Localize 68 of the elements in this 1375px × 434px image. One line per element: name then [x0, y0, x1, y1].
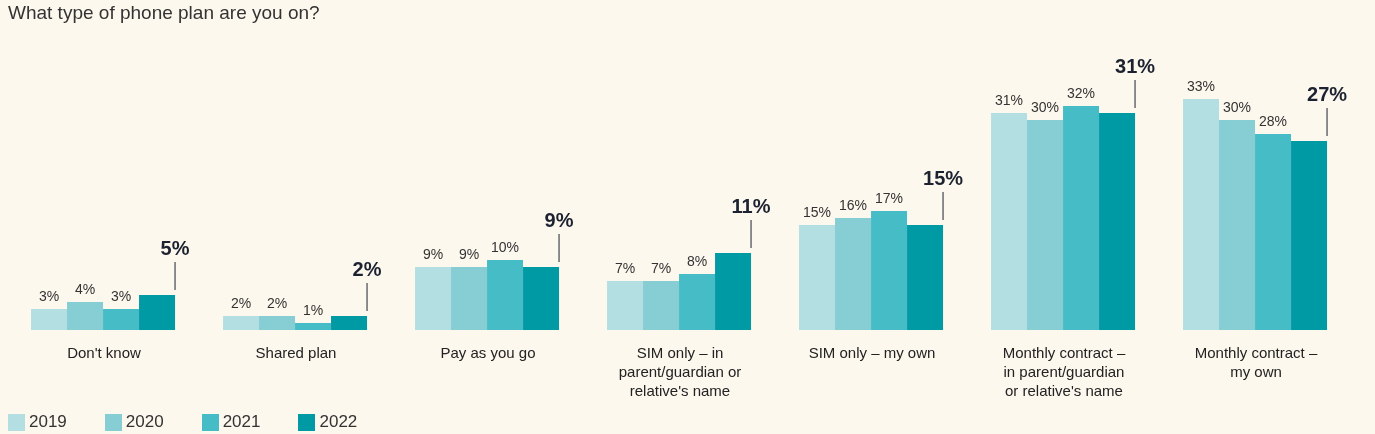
data-label: 31%	[1115, 55, 1156, 77]
bar	[295, 323, 332, 330]
data-label: 3%	[38, 288, 60, 304]
legend-label: 2019	[29, 412, 67, 431]
data-label: 3%	[110, 288, 132, 304]
bar	[451, 267, 488, 330]
bar	[523, 267, 560, 330]
x-tick-label: Shared plan	[255, 344, 337, 361]
bar	[1027, 120, 1064, 330]
data-label: 33%	[1187, 78, 1216, 94]
data-label: 30%	[1031, 99, 1060, 115]
legend-label: 2020	[125, 412, 164, 431]
data-label: 31%	[995, 92, 1024, 108]
chart-title: What type of phone plan are you on?	[7, 1, 321, 25]
bar	[415, 267, 452, 330]
legend-label: 2022	[319, 412, 358, 431]
bar	[991, 113, 1028, 330]
bar	[607, 281, 644, 330]
bar	[1255, 134, 1292, 330]
data-label: 27%	[1307, 83, 1348, 105]
bar	[223, 316, 260, 330]
data-label: 16%	[839, 197, 868, 213]
data-label: 11%	[731, 195, 771, 217]
bar	[871, 211, 908, 330]
bar	[715, 253, 752, 330]
data-label: 7%	[614, 260, 636, 276]
data-label: 5%	[160, 237, 190, 259]
data-label: 15%	[803, 204, 832, 220]
bar	[1099, 113, 1136, 330]
data-label: 2%	[266, 295, 288, 311]
data-label: 30%	[1223, 99, 1252, 115]
data-label: 7%	[650, 260, 672, 276]
data-label: 2%	[352, 258, 382, 280]
bar	[103, 309, 140, 330]
data-label: 28%	[1259, 113, 1288, 129]
bar	[31, 309, 68, 330]
bar	[1183, 99, 1220, 330]
bar	[835, 218, 872, 330]
x-tick-label: SIM only – in parent/guardian or relative's name	[618, 344, 742, 399]
x-tick-label: Don't know	[67, 344, 142, 361]
data-label: 9%	[458, 246, 480, 262]
data-label: 8%	[686, 253, 708, 269]
bar	[1063, 106, 1100, 330]
data-label: 17%	[875, 190, 904, 206]
x-tick-label: Pay as you go	[440, 344, 536, 361]
data-label: 1%	[302, 302, 324, 318]
bar	[643, 281, 680, 330]
data-label: 9%	[422, 246, 444, 262]
x-tick-label: Monthly contract – in parent/guardian or relative's name	[1002, 344, 1126, 399]
data-label: 15%	[923, 167, 964, 189]
bar	[259, 316, 296, 330]
data-label: 9%	[544, 209, 574, 231]
bar	[799, 225, 836, 330]
bar	[907, 225, 944, 330]
data-label: 4%	[74, 281, 96, 297]
data-label: 10%	[491, 239, 520, 255]
bar	[67, 302, 104, 330]
bar	[487, 260, 524, 330]
x-tick-label: Monthly contract – my own	[1194, 344, 1318, 380]
bar	[331, 316, 368, 330]
data-label: 32%	[1067, 85, 1096, 101]
bar	[1219, 120, 1256, 330]
bar	[679, 274, 716, 330]
x-tick-label: SIM only – my own	[808, 344, 936, 361]
legend-label: 2021	[222, 412, 261, 431]
bar	[1291, 141, 1328, 330]
bar	[139, 295, 176, 330]
data-label: 2%	[230, 295, 252, 311]
